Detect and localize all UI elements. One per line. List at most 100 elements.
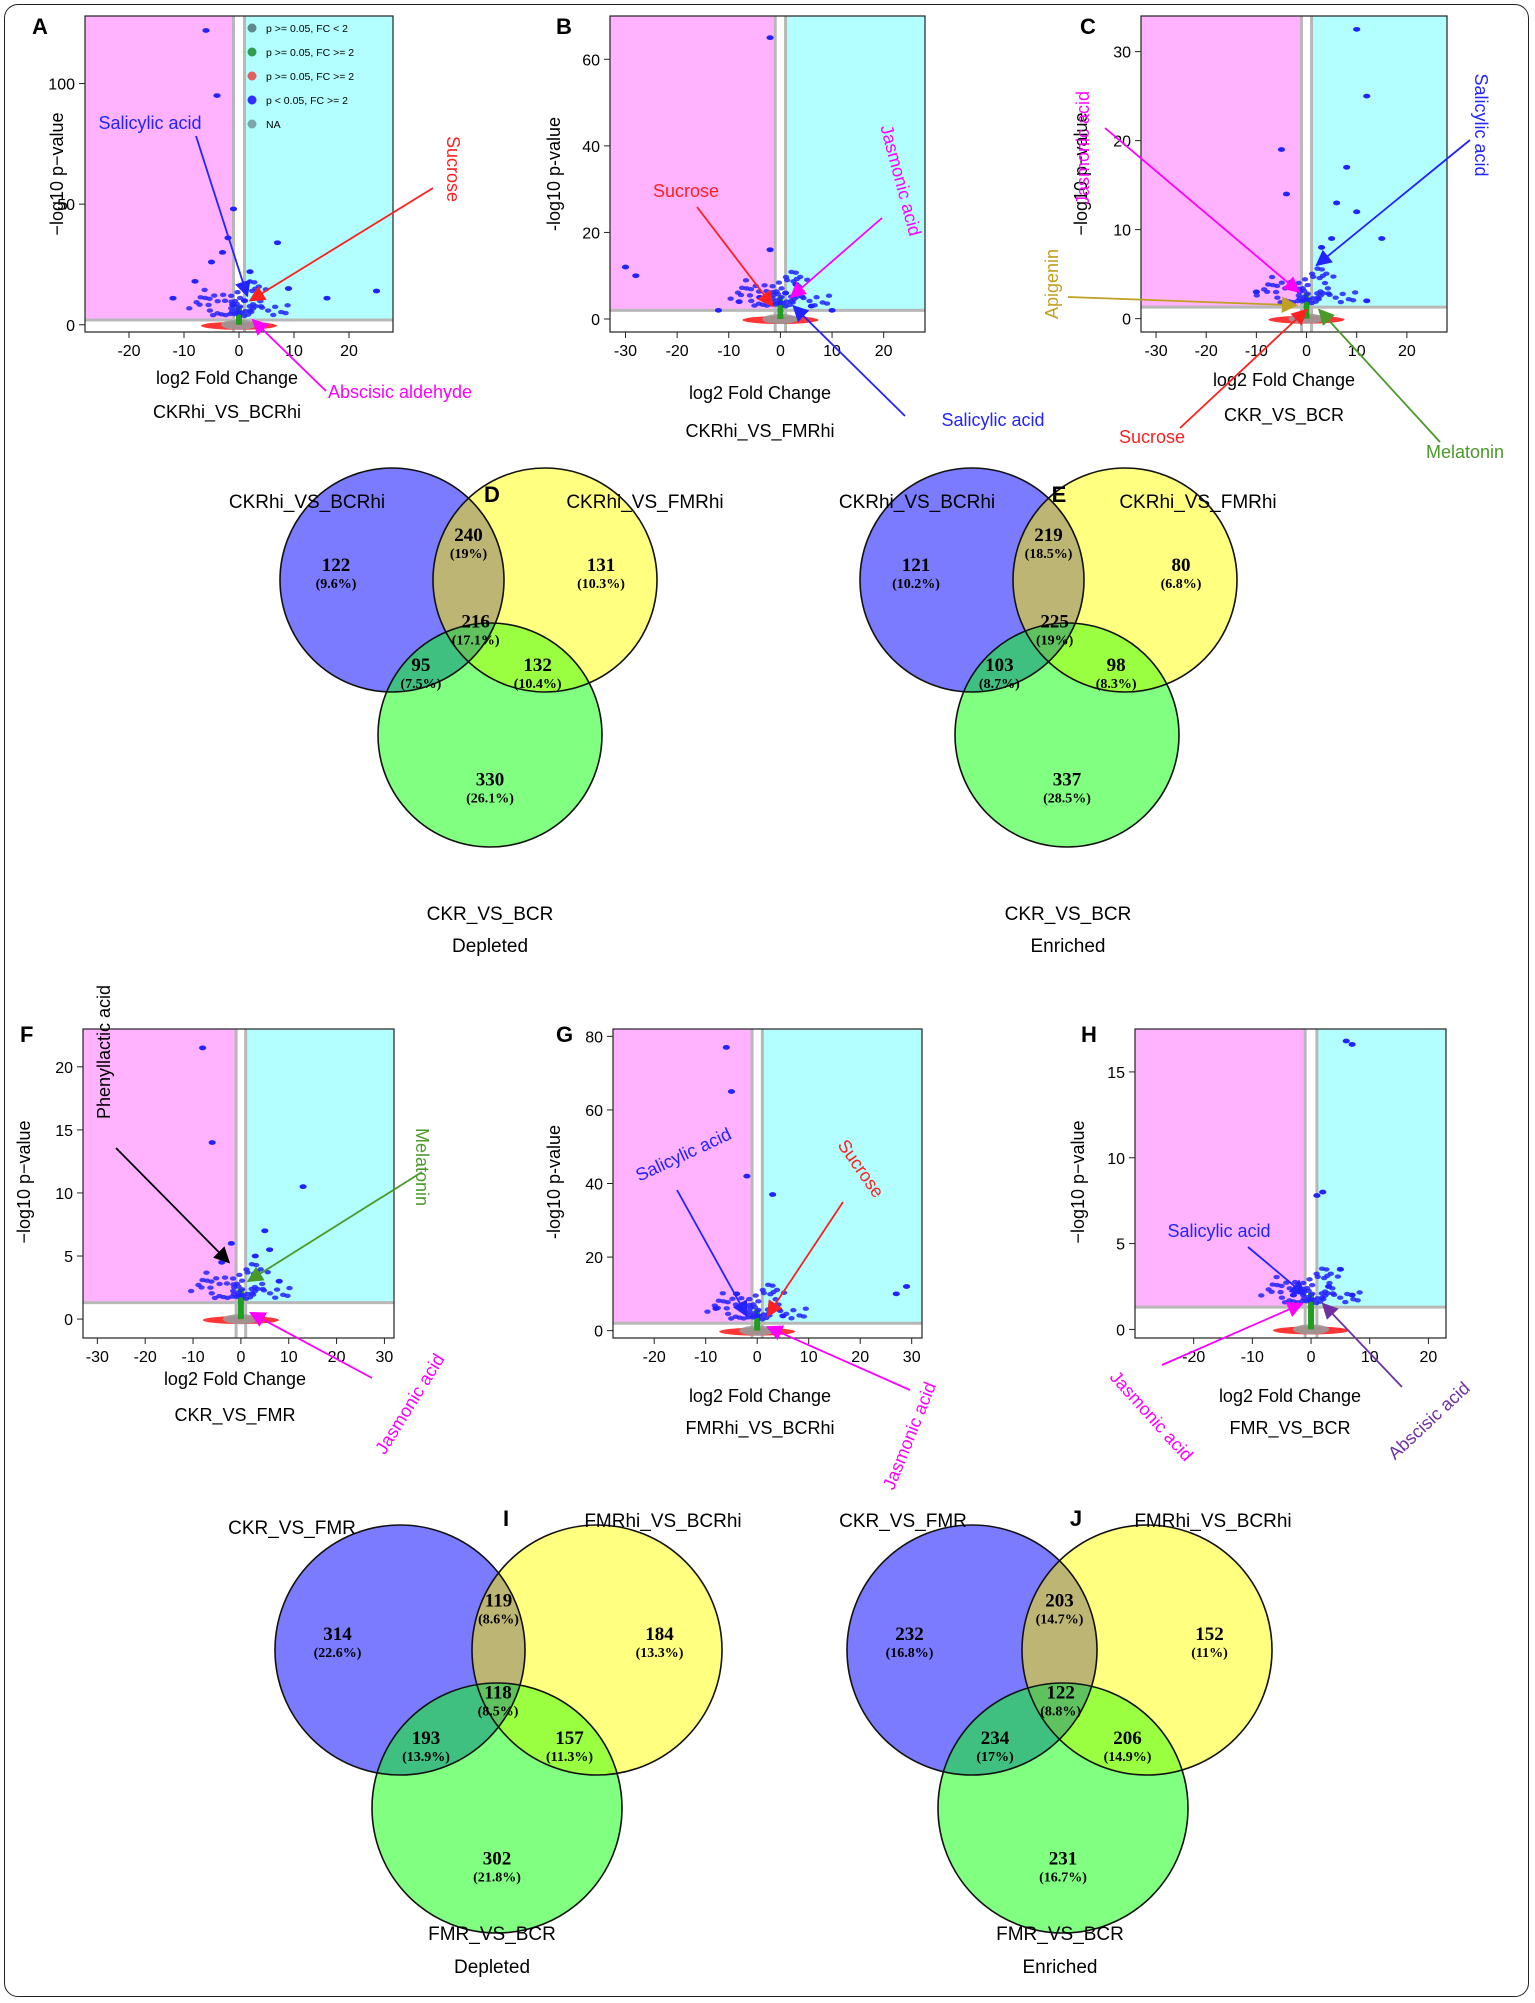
y-tick-label: 10 [55,1186,73,1203]
y-axis-label: -log10 p-value [544,1125,564,1239]
cluster-point [1351,290,1359,295]
annotation-arrow [696,206,774,308]
x-tick-label: 30 [376,1349,394,1366]
cluster-point [1278,1283,1285,1289]
y-tick-label: 0 [594,1324,603,1341]
venn-region-bc [1013,623,1179,692]
cluster-point [738,1296,745,1301]
cluster-point [800,295,807,301]
x-tick-label: 0 [235,343,244,360]
y-tick-label: 5 [1116,1237,1125,1254]
annotation-arrow [249,1311,373,1379]
cluster-point [1309,296,1317,301]
cluster-point [271,1295,279,1300]
annotation-arrow [1067,296,1299,313]
cluster-point [233,307,241,312]
cluster-point [1305,1294,1313,1299]
data-point-9 [191,278,199,284]
venn-percent-ab: (18.5%) [1025,547,1073,562]
cluster-point [742,278,750,283]
x-tick-label: 20 [340,343,358,360]
annotation-label: Jasmonic acid [1073,91,1093,205]
cluster-point [729,1296,736,1302]
annotation-arrow [1247,1246,1307,1297]
venn-region-ac [378,623,504,692]
venn-percent-c: (16.7%) [1039,1870,1087,1885]
cluster-point [1306,1277,1313,1282]
venn-set-label-a: CKR_VS_FMR [228,1518,356,1539]
annotation-label: Sucrose [653,181,719,201]
annotation-label: Phenyllactic acid [94,985,114,1119]
annotation-arrow [115,1147,231,1264]
venn-region-ac [938,1683,1097,1775]
data-point-2 [1348,1042,1356,1047]
cluster-point [747,287,755,292]
venn-set-label-c: FMR_VS_BCR [428,1924,556,1945]
cluster-point [249,302,257,307]
comparison-label: CKR_VS_FMR [174,1405,295,1426]
x-axis-label: log2 Fold Change [164,1369,306,1389]
legend-label-3: p >= 0.05, FC >= 2 [266,71,354,83]
cluster-point [1314,266,1321,271]
annotation-label: Melatonin [412,1128,432,1206]
cluster-point [233,310,240,316]
x-tick-label: 10 [823,343,841,360]
cluster-point [775,297,782,303]
cluster-point [724,1299,731,1305]
data-point-13 [323,295,331,301]
venn-percent-ac: (13.9%) [402,1750,450,1765]
cluster-point [273,1287,281,1292]
y-tick-label: 30 [1113,45,1131,62]
data-point-6 [266,1247,274,1253]
cluster-point [221,298,229,303]
cluster-point [728,1316,735,1321]
depleted-region [1141,16,1302,308]
depleted-region [83,1029,237,1303]
x-tick-label: -10 [181,1349,204,1366]
cluster-point [1321,1289,1329,1294]
x-tick-label: -20 [643,1349,666,1366]
cluster-point [774,301,782,306]
cluster-point [235,1290,243,1295]
cluster-point [264,1269,271,1275]
cluster-point [727,296,734,301]
x-tick-label: 10 [285,343,303,360]
venn-ac-clip [938,1683,1097,1775]
venn-count-a: 122 [322,555,351,576]
cluster-point [761,283,768,288]
data-point-5 [902,1284,911,1289]
venn-percent-c: (26.1%) [466,791,514,806]
comparison-label: CKRhi_VS_FMRhi [685,421,834,442]
venn-region-ac [955,623,1084,692]
data-point-9 [781,290,790,296]
enriched-region [1316,1029,1446,1308]
annotation-label: Jasmonic acid [371,1350,448,1457]
y-tick-label: 10 [1113,223,1131,240]
data-point-4 [766,247,774,253]
venn-set-label-c: CKR_VS_BCR [427,904,554,925]
data-point-8 [1378,236,1386,241]
x-tick-label: 20 [851,1349,869,1366]
green-center-band [237,1288,244,1320]
cluster-point [266,1291,274,1296]
panel-label: D [484,482,500,507]
venn-count-ac: 103 [985,655,1014,676]
annotation-label: Melatonin [1426,442,1504,462]
cluster-point [1272,289,1280,295]
x-tick-label: -10 [172,343,195,360]
x-axis-label: log2 Fold Change [1219,1386,1361,1406]
venn-outline [937,1682,1189,1934]
annotation-label: Salicylic acid [1167,1221,1270,1241]
cluster-point [1290,1299,1297,1304]
cluster-point [1339,291,1346,297]
cluster-point [736,1315,743,1320]
y-tick-label: 0 [1122,312,1131,329]
x-tick-label: -30 [86,1349,109,1366]
enriched-region [785,16,925,311]
cluster-point [751,1310,759,1316]
cluster-point [1318,1295,1326,1300]
cluster-point [734,290,742,295]
panel-label: A [32,14,48,39]
